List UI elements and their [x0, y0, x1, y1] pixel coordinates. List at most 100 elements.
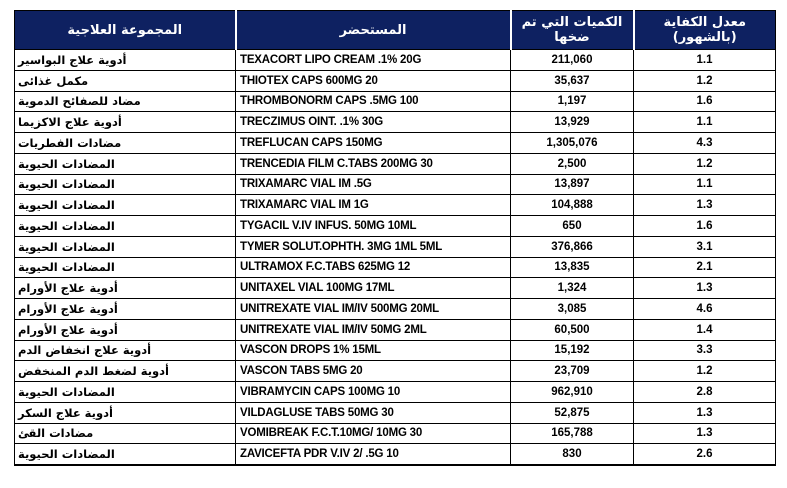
quantity-pumped-cell: 650 — [510, 215, 634, 237]
quantity-pumped-cell: 104,888 — [510, 194, 634, 216]
therapeutic-group-cell: أدوية علاج البواسير — [14, 49, 236, 71]
adequacy-rate-cell: 1.4 — [633, 318, 776, 341]
product-name-cell: VOMIBREAK F.C.T.10MG/ 10MG 30 — [235, 422, 511, 445]
therapeutic-group-cell: المضادات الحيوية — [14, 381, 236, 403]
product-name-cell: THIOTEX CAPS 600MG 20 — [235, 69, 511, 92]
table-row: أدوية علاج السكر VILDAGLUSE TABS 50MG 30… — [14, 401, 776, 424]
adequacy-rate-cell: 4.3 — [633, 132, 776, 154]
product-name-cell: VASCON DROPS 1% 15ML — [235, 339, 511, 362]
quantity-pumped-cell: 15,192 — [510, 339, 634, 362]
quantity-pumped-cell: 35,637 — [510, 69, 634, 92]
adequacy-rate-cell: 2.1 — [633, 256, 776, 279]
adequacy-rate-cell: 1.2 — [633, 360, 776, 382]
therapeutic-group-cell: المضادات الحيوية — [14, 215, 236, 237]
quantity-pumped-cell: 376,866 — [510, 235, 634, 258]
therapeutic-group-cell: أدوية لضغط الدم المنخفض — [14, 360, 236, 382]
quantity-pumped-cell: 1,324 — [510, 277, 634, 299]
table-row: المضادات الحيوية ZAVICEFTA PDR V.IV 2/ .… — [14, 443, 776, 466]
product-name-cell: UNITAXEL VIAL 100MG 17ML — [235, 277, 511, 299]
quantity-pumped-cell: 165,788 — [510, 422, 634, 445]
table-body: أدوية علاج البواسير TEXACORT LIPO CREAM … — [14, 49, 776, 466]
product-name-cell: ULTRAMOX F.C.TABS 625MG 12 — [235, 256, 511, 279]
product-name-cell: UNITREXATE VIAL IM/IV 50MG 2ML — [235, 318, 511, 341]
adequacy-rate-cell: 1.1 — [633, 111, 776, 133]
table-row: أدوية علاج البواسير TEXACORT LIPO CREAM … — [14, 49, 776, 71]
therapeutic-group-cell: أدوية علاج انخفاض الدم — [14, 339, 236, 362]
adequacy-rate-cell: 1.1 — [633, 49, 776, 71]
header-product: المستحضر — [234, 10, 511, 50]
quantity-pumped-cell: 13,835 — [510, 256, 634, 279]
header-row: المجموعة العلاجية المستحضر الكميات التي … — [14, 10, 776, 50]
table-row: مضادات القئ VOMIBREAK F.C.T.10MG/ 10MG 3… — [14, 422, 776, 445]
therapeutic-group-cell: مضادات القئ — [14, 422, 236, 445]
table-row: أدوية لضغط الدم المنخفض VASCON TABS 5MG … — [14, 360, 776, 382]
quantity-pumped-cell: 1,197 — [510, 90, 634, 113]
header-therapeutic-group: المجموعة العلاجية — [14, 10, 236, 50]
table-row: أدوية علاج الأورام UNITREXATE VIAL IM/IV… — [14, 318, 776, 341]
quantity-pumped-cell: 1,305,076 — [510, 132, 634, 154]
adequacy-rate-cell: 1.6 — [633, 215, 776, 237]
adequacy-rate-cell: 1.2 — [633, 152, 776, 175]
product-name-cell: TRIXAMARC VIAL IM .5G — [235, 173, 511, 196]
header-quantity-pumped: الكميات التي تم ضخها — [509, 10, 634, 50]
adequacy-rate-cell: 1.3 — [633, 401, 776, 424]
adequacy-rate-cell: 1.3 — [633, 277, 776, 299]
product-name-cell: VIBRAMYCIN CAPS 100MG 10 — [235, 381, 511, 403]
therapeutic-group-cell: أدوية علاج الأورام — [14, 298, 236, 320]
product-name-cell: TEXACORT LIPO CREAM .1% 20G — [235, 49, 511, 71]
quantity-pumped-cell: 962,910 — [510, 381, 634, 403]
quantity-pumped-cell: 211,060 — [510, 49, 634, 71]
product-name-cell: UNITREXATE VIAL IM/IV 500MG 20ML — [235, 298, 511, 320]
product-name-cell: TRIXAMARC VIAL IM 1G — [235, 194, 511, 216]
quantity-pumped-cell: 23,709 — [510, 360, 634, 382]
table-row: أدوية علاج الأورام UNITREXATE VIAL IM/IV… — [14, 298, 776, 320]
product-name-cell: TYMER SOLUT.OPHTH. 3MG 1ML 5ML — [235, 235, 511, 258]
therapeutic-group-cell: مضاد للصفائح الدموية — [14, 90, 236, 113]
product-name-cell: ZAVICEFTA PDR V.IV 2/ .5G 10 — [235, 443, 511, 466]
adequacy-rate-cell: 1.2 — [633, 69, 776, 92]
table-row: المضادات الحيوية TYMER SOLUT.OPHTH. 3MG … — [14, 235, 776, 258]
adequacy-rate-cell: 1.6 — [633, 90, 776, 113]
therapeutic-group-cell: أدوية علاج الأورام — [14, 318, 236, 341]
therapeutic-group-cell: المضادات الحيوية — [14, 235, 236, 258]
therapeutic-group-cell: أدوية علاج السكر — [14, 401, 236, 424]
therapeutic-group-cell: المضادات الحيوية — [14, 152, 236, 175]
header-adequacy-rate-months: معدل الكفاية (بالشهور) — [632, 10, 776, 50]
adequacy-rate-cell: 2.8 — [633, 381, 776, 403]
table-row: أدوية علاج الأورام UNITAXEL VIAL 100MG 1… — [14, 277, 776, 299]
adequacy-rate-cell: 1.1 — [633, 173, 776, 196]
quantity-pumped-cell: 60,500 — [510, 318, 634, 341]
product-name-cell: THROMBONORM CAPS .5MG 100 — [235, 90, 511, 113]
quantity-pumped-cell: 13,897 — [510, 173, 634, 196]
adequacy-rate-cell: 4.6 — [633, 298, 776, 320]
therapeutic-group-cell: مضادات الفطريات — [14, 132, 236, 154]
therapeutic-group-cell: المضادات الحيوية — [14, 256, 236, 279]
product-name-cell: TRENCEDIA FILM C.TABS 200MG 30 — [235, 152, 511, 175]
quantity-pumped-cell: 830 — [510, 443, 634, 466]
table-row: مضادات الفطريات TREFLUCAN CAPS 150MG 1,3… — [14, 132, 776, 154]
therapeutic-group-cell: مكمل غذائى — [14, 69, 236, 92]
product-name-cell: TYGACIL V.IV INFUS. 50MG 10ML — [235, 215, 511, 237]
table-row: المضادات الحيوية TRIXAMARC VIAL IM 1G 10… — [14, 194, 776, 216]
product-name-cell: VASCON TABS 5MG 20 — [235, 360, 511, 382]
product-name-cell: TREFLUCAN CAPS 150MG — [235, 132, 511, 154]
adequacy-rate-cell: 3.1 — [633, 235, 776, 258]
medication-supply-table: المجموعة العلاجية المستحضر الكميات التي … — [14, 10, 776, 466]
therapeutic-group-cell: المضادات الحيوية — [14, 443, 236, 466]
quantity-pumped-cell: 52,875 — [510, 401, 634, 424]
adequacy-rate-cell: 2.6 — [633, 443, 776, 466]
table-row: المضادات الحيوية ULTRAMOX F.C.TABS 625MG… — [14, 256, 776, 279]
quantity-pumped-cell: 2,500 — [510, 152, 634, 175]
therapeutic-group-cell: أدوية علاج الاكزيما — [14, 111, 236, 133]
product-name-cell: TRECZIMUS OINT. .1% 30G — [235, 111, 511, 133]
table-header: المجموعة العلاجية المستحضر الكميات التي … — [14, 10, 776, 50]
adequacy-rate-cell: 3.3 — [633, 339, 776, 362]
table-row: المضادات الحيوية TRENCEDIA FILM C.TABS 2… — [14, 152, 776, 175]
product-name-cell: VILDAGLUSE TABS 50MG 30 — [235, 401, 511, 424]
quantity-pumped-cell: 3,085 — [510, 298, 634, 320]
quantity-pumped-cell: 13,929 — [510, 111, 634, 133]
table-row: أدوية علاج الاكزيما TRECZIMUS OINT. .1% … — [14, 111, 776, 133]
therapeutic-group-cell: أدوية علاج الأورام — [14, 277, 236, 299]
therapeutic-group-cell: المضادات الحيوية — [14, 173, 236, 196]
